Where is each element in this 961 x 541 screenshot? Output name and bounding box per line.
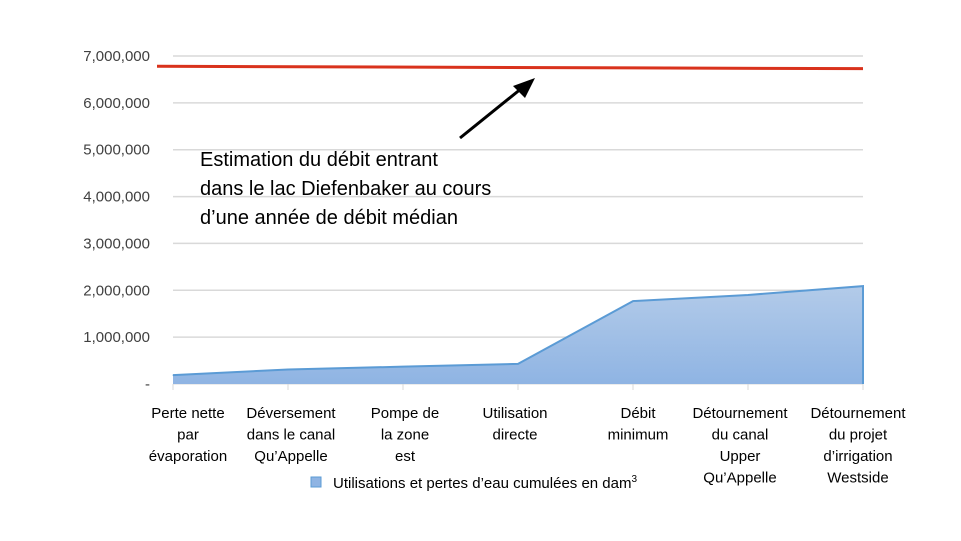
annotation-text: Estimation du débit entrant [200,149,438,171]
y-tick-label: - [145,376,150,393]
x-label-line: du projet [829,427,888,444]
x-category-label: Détournement du canal Upper Qu’Appelle [692,405,788,487]
x-category-label: Pompe de la zone est [371,405,439,465]
y-tick-label: 4,000,000 [83,189,150,206]
x-label-line: Pompe de [371,405,439,422]
x-label-line: Déversement [246,405,336,422]
inflow-line [156,64,864,71]
legend-superscript: 3 [632,474,638,485]
annotation-text: dans le lac Diefenbaker au cours [200,178,491,200]
y-tick-label: 6,000,000 [83,95,150,112]
annotation-arrow [459,86,523,140]
y-tick-label: 1,000,000 [83,329,150,346]
x-label-line: du canal [712,427,769,444]
x-label-line: Qu’Appelle [703,470,776,487]
x-label-line: évaporation [149,448,227,465]
y-tick-label: 5,000,000 [83,142,150,159]
area-point [402,366,404,368]
x-category-label: Déversement dans le canal Qu’Appelle [246,405,336,465]
legend-label: Utilisations et pertes d’eau cumulées en… [333,474,638,492]
area-point [287,368,289,370]
area-point [747,294,749,296]
x-label-line: minimum [608,427,669,444]
arrow-head-icon [513,78,535,98]
area-fill [173,286,863,384]
area-point [517,363,519,365]
x-label-line: Utilisation [482,405,547,422]
x-label-line: Qu’Appelle [254,448,327,465]
x-label-line: Perte nette [151,405,224,422]
x-label-line: par [177,427,199,444]
y-tick-label: 7,000,000 [83,48,150,65]
x-category-label: Perte nette par évaporation [149,405,227,465]
annotation-text: d’une année de débit médian [200,207,458,229]
x-label-line: Westside [827,470,888,487]
x-category-label: Utilisation directe [482,405,547,444]
x-label-line: est [395,448,416,465]
x-label-line: la zone [381,427,429,444]
x-label-line: d’irrigation [823,448,892,465]
area-point [862,285,864,287]
x-label-line: Débit [620,405,656,422]
y-tick-label: 2,000,000 [83,282,150,299]
x-label-line: dans le canal [247,427,335,444]
x-label-line: directe [492,427,537,444]
y-tick-label: 3,000,000 [83,235,150,252]
legend-swatch [310,476,322,488]
x-label-line: Détournement [810,405,906,422]
x-label-line: Upper [720,448,761,465]
legend-text: Utilisations et pertes d’eau cumulées en… [333,475,632,492]
area-point [632,300,634,302]
x-category-label: Débit minimum [608,405,669,444]
area-line [172,284,864,384]
x-label-line: Détournement [692,405,788,422]
x-category-label: Détournement du projet d’irrigation Westsid… [810,405,906,487]
area-point [172,374,174,376]
